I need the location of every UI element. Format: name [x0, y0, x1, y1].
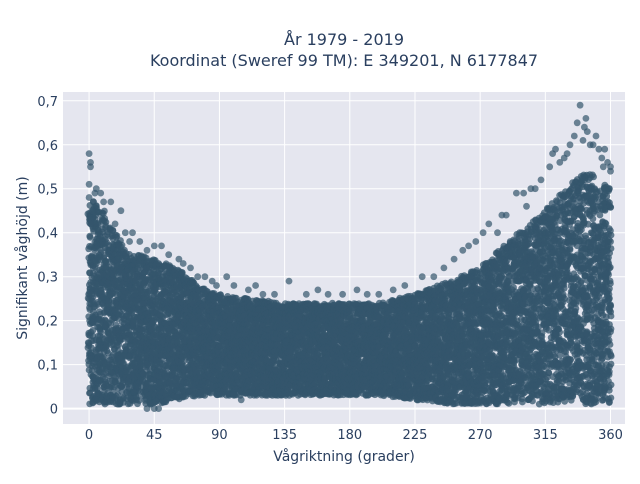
chart-figure: 04590135180225270315360 00,10,20,30,40,5…: [0, 0, 640, 480]
scatter-chart: 04590135180225270315360 00,10,20,30,40,5…: [0, 0, 640, 480]
